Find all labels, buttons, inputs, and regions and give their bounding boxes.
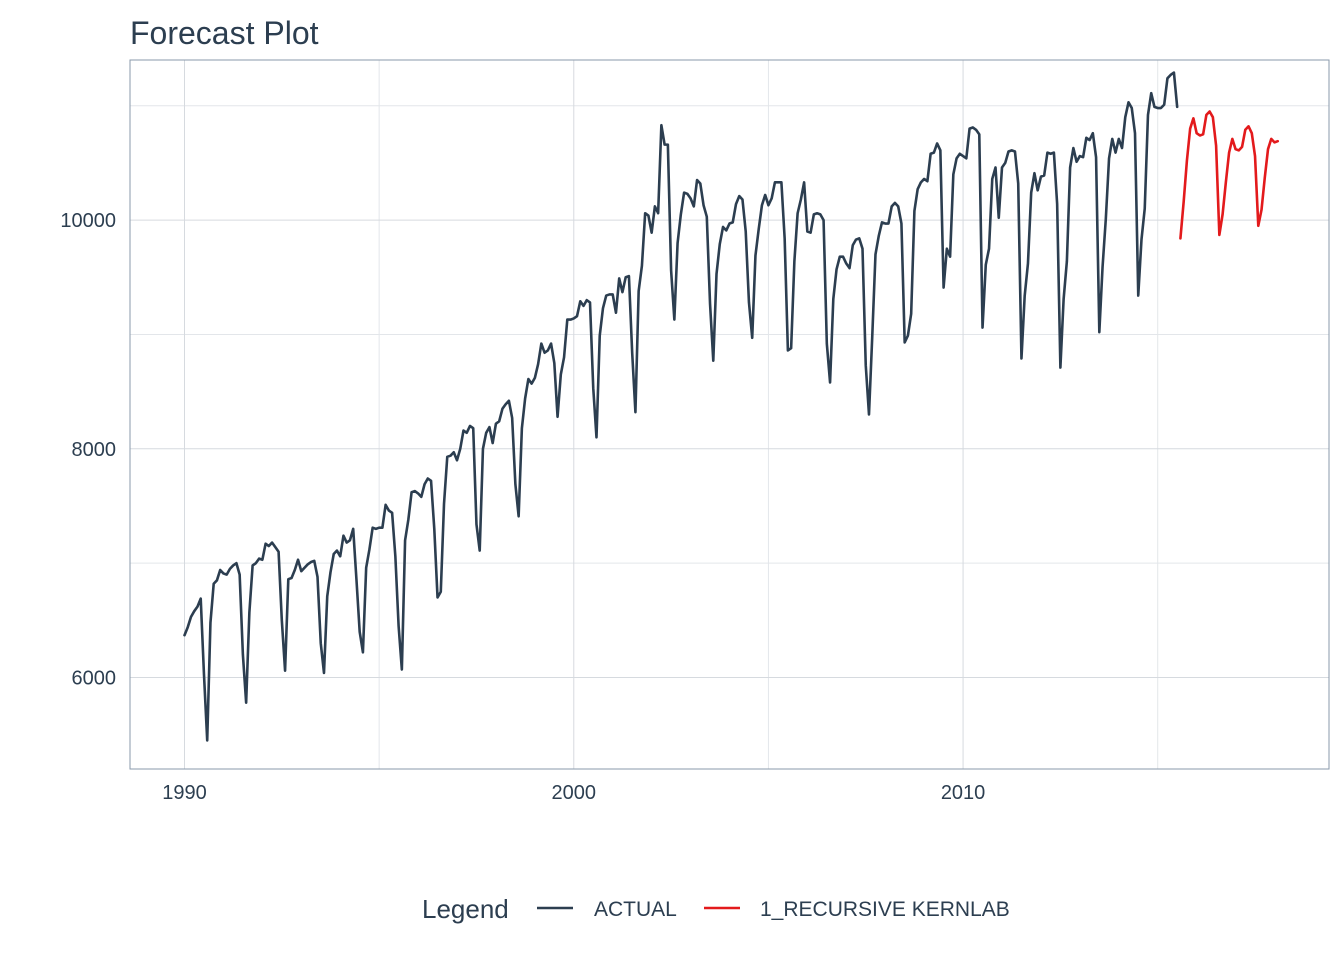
legend: Legend ACTUAL 1_RECURSIVE KERNLAB [422,894,1010,924]
x-tick-label: 2010 [941,782,986,804]
x-axis-ticks: 1990 2000 2010 [162,782,985,804]
legend-title: Legend [422,894,509,924]
legend-label-actual: ACTUAL [594,898,677,921]
y-axis-ticks: 6000 8000 10000 [60,210,116,689]
y-tick-label: 6000 [72,668,117,690]
y-tick-label: 10000 [60,210,116,232]
forecast-series-line [1179,110,1280,240]
chart-title: Forecast Plot [130,15,319,51]
x-tick-label: 1990 [162,782,207,804]
actual-series-line [183,71,1179,742]
plot-panel-border [129,59,1330,770]
legend-label-forecast: 1_RECURSIVE KERNLAB [760,898,1010,921]
grid-layer [130,60,1329,769]
series-layer [183,71,1280,742]
x-tick-label: 2000 [552,782,597,804]
y-tick-label: 8000 [72,439,117,461]
